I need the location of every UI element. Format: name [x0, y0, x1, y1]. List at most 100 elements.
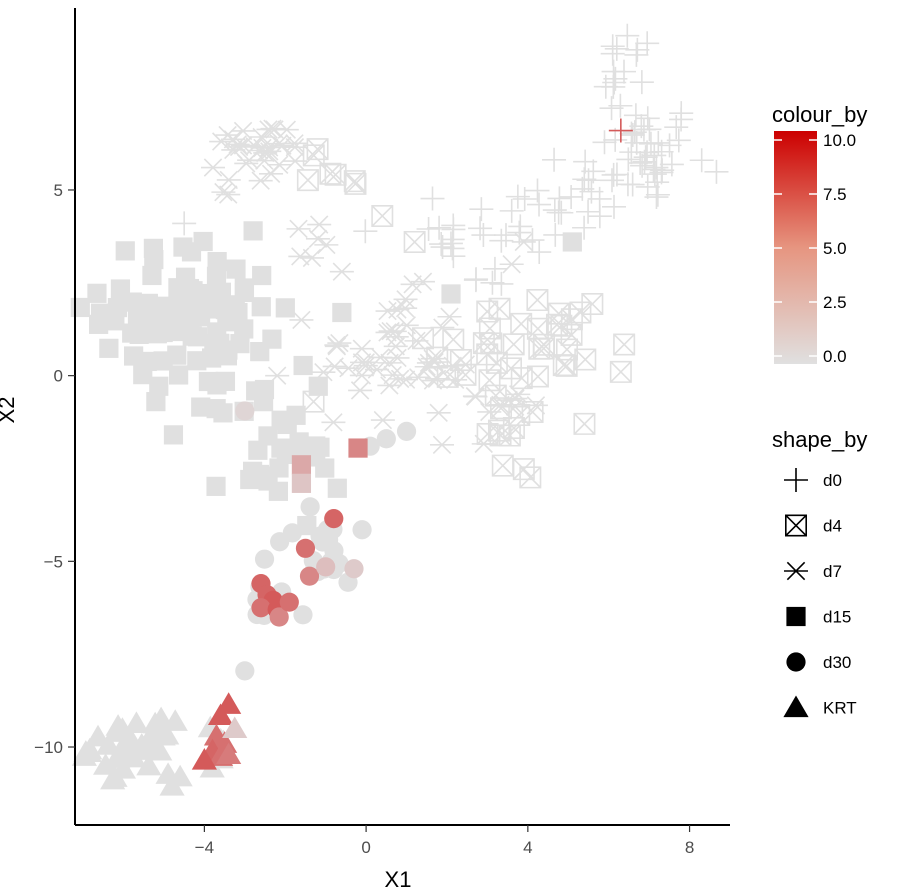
point-d15: [206, 399, 226, 419]
point-d4: [510, 367, 533, 390]
point-d7: [209, 132, 234, 151]
point-d15: [124, 346, 144, 366]
point-d15: [70, 297, 90, 318]
point-d15: [562, 232, 582, 252]
point-d7: [267, 155, 292, 174]
point-d15: [327, 478, 347, 498]
point-d0: [608, 93, 633, 118]
legend-label-KRT: KRT: [823, 699, 857, 718]
colour-legend-title: colour_by: [772, 102, 867, 127]
colourbar-breaks: 0.0 2.5 5.0 7.5 10.0: [774, 131, 856, 366]
point-d7: [216, 185, 241, 204]
legend-label-d0: d0: [823, 471, 842, 490]
legend-key-d30: [786, 652, 806, 672]
point-d0: [525, 178, 550, 203]
point-d7: [266, 134, 291, 153]
point-d0: [629, 70, 654, 95]
point-d15: [308, 376, 328, 396]
point-d15: [143, 238, 164, 258]
point-d0: [572, 167, 597, 192]
point-d15: [250, 342, 270, 362]
legend-key-d15: [786, 606, 806, 627]
point-d0: [602, 194, 627, 219]
point-d0: [576, 168, 601, 193]
point-d15: [332, 302, 352, 323]
point-d7: [437, 307, 462, 326]
point-d15: [234, 278, 254, 298]
point-d0: [471, 223, 496, 248]
point-d0: [620, 172, 645, 197]
point-d4: [502, 333, 525, 356]
point-d0: [622, 120, 647, 145]
point-d0: [635, 31, 660, 56]
point-d4: [526, 289, 549, 312]
point-KRT: [222, 716, 248, 739]
point-d0: [599, 96, 624, 121]
point-d7: [443, 370, 468, 390]
colour-legend: colour_by 0.0 2.5 5.0 7.5 10.0: [772, 102, 867, 366]
point-KRT: [191, 748, 217, 770]
point-d7: [393, 290, 418, 309]
point-d0: [507, 220, 532, 245]
point-d4: [412, 327, 435, 350]
x-axis-title: X1: [385, 867, 412, 892]
point-d0: [438, 231, 463, 256]
point-d15: [169, 365, 189, 385]
point-d0: [420, 186, 445, 211]
point-d4: [560, 323, 583, 346]
point-d4: [491, 454, 514, 477]
point-d0: [604, 36, 629, 61]
x-tick-label: −4: [195, 838, 214, 857]
x-axis-ticks: −4 0 4 8: [195, 825, 694, 857]
point-d7: [286, 219, 311, 239]
point-d0: [645, 182, 670, 207]
point-d0: [625, 37, 650, 62]
colourbar-label: 0.0: [823, 347, 847, 366]
y-tick-label: −5: [44, 552, 63, 571]
point-d0: [572, 215, 597, 240]
point-d4: [609, 360, 632, 383]
point-d0: [633, 145, 658, 170]
grey-points: [70, 23, 729, 796]
point-d7: [385, 300, 410, 319]
point-d30: [270, 532, 290, 552]
point-d4: [296, 169, 319, 192]
point-d0: [604, 162, 629, 187]
point-d0: [689, 148, 714, 173]
point-d4: [371, 204, 394, 227]
point-d0: [508, 214, 533, 239]
point-d4: [344, 172, 367, 195]
point-d7: [353, 353, 378, 372]
point-d7: [426, 403, 451, 422]
data-points: [70, 23, 729, 796]
point-KRT: [123, 711, 150, 733]
point-d7: [307, 215, 332, 234]
point-d0: [623, 103, 648, 128]
colourbar-label: 7.5: [823, 185, 847, 204]
point-d15: [348, 438, 368, 458]
point-d7: [429, 435, 454, 455]
y-tick-label: 0: [54, 367, 63, 386]
y-axis-title: X2: [0, 397, 19, 424]
point-d30: [235, 661, 255, 681]
point-d15: [207, 375, 227, 395]
colourbar-label: 2.5: [823, 293, 847, 312]
point-d30: [254, 549, 275, 569]
point-d15: [291, 455, 312, 475]
point-d7: [416, 353, 441, 373]
point-d7: [329, 262, 354, 281]
point-d0: [637, 117, 662, 142]
legend-key-KRT: [783, 695, 809, 718]
point-KRT: [154, 722, 180, 745]
point-d30: [251, 598, 271, 618]
point-d30: [300, 497, 320, 517]
point-d0: [489, 228, 514, 253]
legend-key-d0: [784, 468, 808, 492]
point-d0: [657, 133, 682, 158]
point-d7: [216, 170, 241, 190]
point-d4: [319, 162, 342, 185]
point-d7: [231, 121, 256, 141]
point-KRT: [100, 767, 126, 790]
point-d0: [608, 118, 633, 143]
